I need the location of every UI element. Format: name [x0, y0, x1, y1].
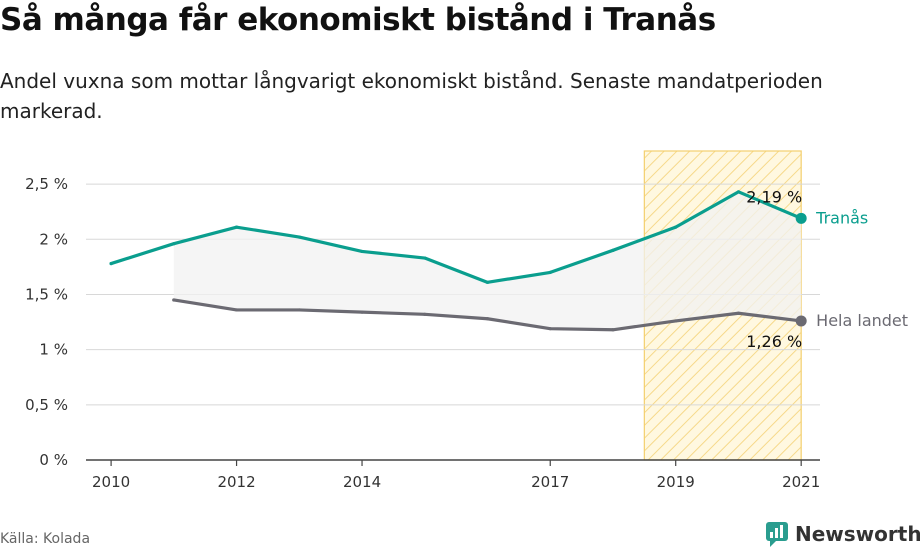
- brand-logo[interactable]: Newsworthy: [765, 519, 920, 549]
- data-point-local: [109, 261, 113, 266]
- data-point-national: [234, 308, 239, 312]
- logo-bar-1: [770, 532, 773, 538]
- brand-name: Newsworthy: [795, 522, 920, 546]
- x-tick-label: 2017: [531, 473, 569, 491]
- x-tick-label: 2021: [782, 473, 820, 491]
- y-tick-label: 0,5 %: [25, 396, 68, 414]
- newsworthy-logo-icon: [766, 522, 788, 547]
- data-point-national: [674, 319, 678, 323]
- data-point-local: [234, 225, 239, 229]
- data-point-local: [611, 248, 615, 252]
- data-point-local: [423, 256, 427, 260]
- data-point-local: [485, 280, 490, 284]
- data-point-local: [674, 225, 678, 229]
- data-point-local: [548, 270, 552, 274]
- data-point-national: [360, 310, 364, 314]
- logo-tail: [770, 541, 776, 547]
- end-marker-national: [795, 315, 807, 327]
- data-point-local: [172, 242, 176, 246]
- y-tick-label: 0 %: [39, 451, 68, 469]
- y-tick-label: 2 %: [39, 230, 68, 248]
- y-tick-label: 2,5 %: [25, 175, 68, 193]
- y-tick-label: 1 %: [39, 341, 68, 359]
- data-point-local: [297, 235, 301, 239]
- between-area-layer: [173, 191, 802, 330]
- data-point-local: [736, 190, 741, 194]
- series-name-label-national: Hela landet: [816, 311, 908, 330]
- x-tick-label: 2014: [343, 473, 381, 491]
- data-point-national: [485, 317, 490, 321]
- x-tick-label: 2019: [657, 473, 695, 491]
- logo-bar-2: [775, 528, 778, 538]
- x-tick-label: 2010: [92, 473, 130, 491]
- data-point-national: [736, 311, 741, 315]
- source-note: Källa: Kolada: [0, 531, 91, 547]
- page-title: Så många får ekonomiskt bistånd i Tranås: [0, 2, 716, 38]
- logo-bar-3: [780, 525, 783, 538]
- page-subtitle: Andel vuxna som mottar långvarigt ekonom…: [0, 69, 823, 123]
- end-value-label-national: 1,26 %: [746, 332, 802, 351]
- label-layer: 2,19 % Tranås Hela landet 1,26 %: [746, 187, 908, 351]
- y-tick-label: 1,5 %: [25, 285, 68, 303]
- series-line-local: [109, 190, 803, 284]
- data-point-national: [423, 312, 427, 316]
- data-point-national: [172, 298, 176, 302]
- data-point-national: [611, 328, 615, 332]
- between-area: [173, 191, 802, 330]
- end-value-label-local: 2,19 %: [746, 187, 802, 206]
- end-marker-local: [795, 212, 807, 224]
- x-tick-label: 2012: [217, 473, 255, 491]
- series-layer: [109, 190, 807, 332]
- data-point-national: [297, 308, 301, 312]
- axes-layer: 0 % 0,5 % 1 % 1,5 % 2 % 2,5 % 2010 2012 2014 2017…: [25, 175, 820, 491]
- series-name-label-local: Tranås: [815, 208, 868, 227]
- data-point-national: [548, 327, 552, 331]
- data-point-local: [360, 249, 364, 254]
